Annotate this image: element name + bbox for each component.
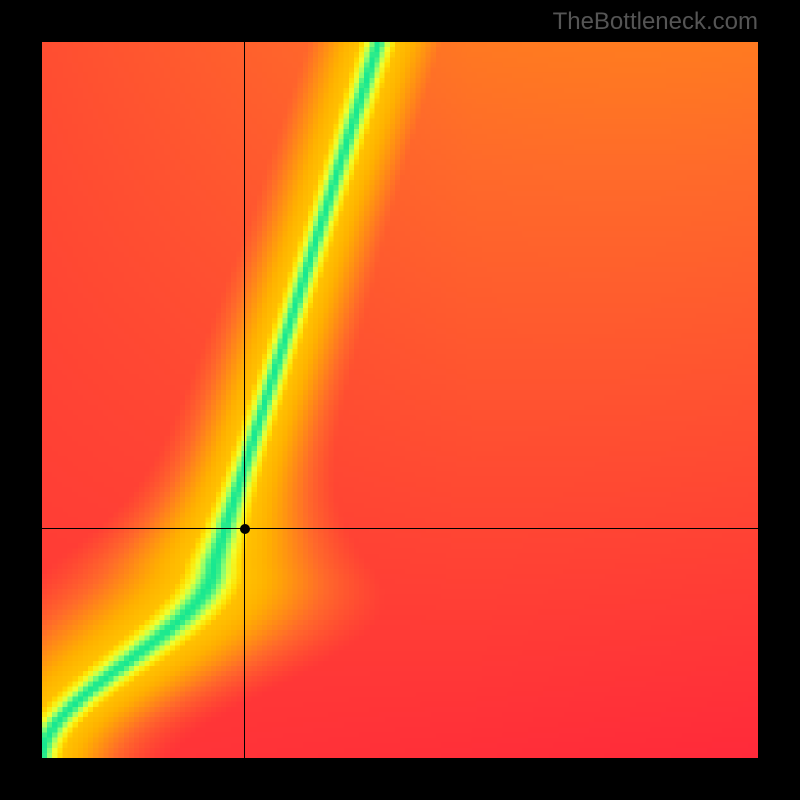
bottleneck-heatmap <box>42 42 758 758</box>
crosshair-marker <box>240 524 250 534</box>
watermark-text: TheBottleneck.com <box>553 8 758 36</box>
crosshair-vertical <box>244 42 245 758</box>
crosshair-horizontal <box>42 528 758 529</box>
chart-container: TheBottleneck.com <box>0 0 800 800</box>
